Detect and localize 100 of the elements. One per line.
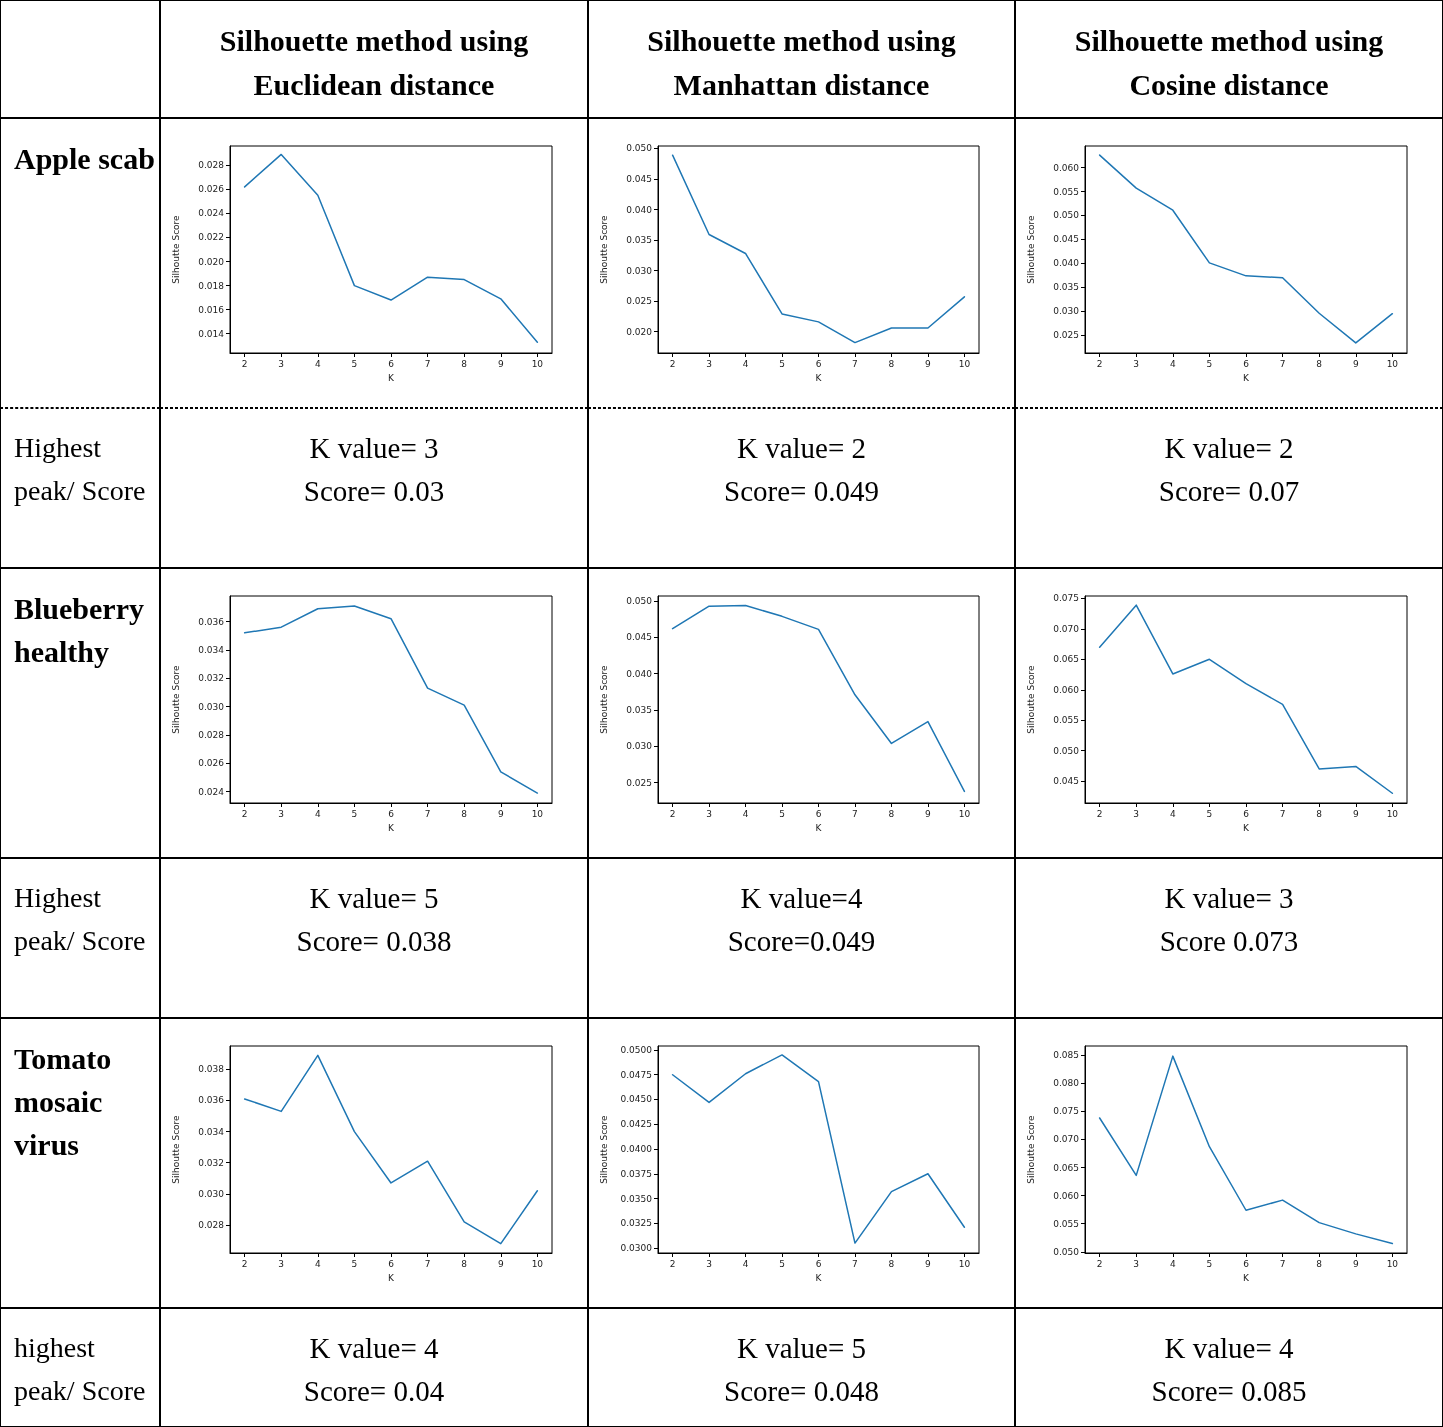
x-tick-label: 4 <box>1169 1258 1176 1269</box>
x-tick-label: 3 <box>278 358 285 369</box>
text: K value= 2 <box>735 431 868 466</box>
y-tick-label: 0.020 <box>626 326 653 337</box>
x-tick-label: 3 <box>1133 1258 1140 1269</box>
y-tick-label: 0.028 <box>198 729 225 740</box>
y-axis-title: Silhoutte Score <box>170 664 181 734</box>
x-tick-label: 8 <box>461 808 468 819</box>
text: K value= 3 <box>308 431 440 466</box>
y-tick-label: 0.045 <box>1053 776 1079 787</box>
x-tick-label: 6 <box>815 358 822 369</box>
y-tick-label: 0.034 <box>198 1126 225 1137</box>
y-tick-label: 0.034 <box>198 644 225 655</box>
x-axis-title: K <box>388 372 396 383</box>
x-tick-label: 8 <box>888 358 895 369</box>
text: K value= 5 <box>735 1331 868 1366</box>
x-tick-label: 3 <box>706 1258 712 1269</box>
text: Apple scab <box>0 118 160 408</box>
y-tick-label: 0.070 <box>1053 1134 1080 1145</box>
x-tick-label: 7 <box>852 1258 858 1269</box>
y-tick-label: 0.026 <box>198 184 225 195</box>
x-tick-label: 3 <box>706 358 712 369</box>
x-tick-label: 2 <box>669 808 676 819</box>
y-tick-label: 0.024 <box>198 208 225 219</box>
x-tick-label: 9 <box>497 1258 504 1269</box>
y-tick-label: 0.0400 <box>620 1144 653 1154</box>
text: Score 0.073 <box>1158 924 1300 959</box>
x-tick-label: 10 <box>1386 808 1399 819</box>
y-tick-label: 0.032 <box>198 673 224 684</box>
x-axis-title: K <box>388 822 396 833</box>
x-tick-label: 9 <box>497 808 504 819</box>
x-tick-label: 8 <box>888 808 895 819</box>
y-tick-label: 0.025 <box>626 777 652 788</box>
x-tick-label: 10 <box>531 808 544 819</box>
y-tick-label: 0.016 <box>198 304 225 315</box>
x-tick-label: 7 <box>1279 358 1286 369</box>
y-tick-label: 0.080 <box>1053 1078 1080 1089</box>
x-tick-label: 9 <box>1352 358 1359 369</box>
x-tick-label: 3 <box>278 808 285 819</box>
x-tick-label: 2 <box>241 358 248 369</box>
y-axis-title: Silhoutte Score <box>1025 1114 1036 1184</box>
x-tick-label: 8 <box>1316 358 1323 369</box>
x-tick-label: 7 <box>1279 1258 1286 1269</box>
x-tick-label: 10 <box>1386 1258 1399 1269</box>
y-axis-title: Silhoutte Score <box>598 664 609 734</box>
text: Silhouette method using Euclidean distance <box>218 23 530 103</box>
y-tick-label: 0.0325 <box>620 1218 652 1229</box>
x-tick-label: 7 <box>424 358 431 369</box>
y-tick-label: 0.025 <box>626 296 652 307</box>
x-tick-label: 2 <box>669 1258 676 1269</box>
text: Highest peak/ Score <box>0 408 160 568</box>
x-tick-label: 8 <box>461 358 468 369</box>
x-axis-title: K <box>1243 372 1251 383</box>
x-tick-label: 6 <box>1243 358 1250 369</box>
y-tick-label: 0.055 <box>1053 1218 1079 1229</box>
x-tick-label: 4 <box>742 358 749 369</box>
x-axis-title: K <box>1243 822 1251 833</box>
y-tick-label: 0.045 <box>626 173 652 184</box>
x-axis-title: K <box>815 822 823 833</box>
y-tick-label: 0.0475 <box>620 1069 652 1080</box>
x-tick-label: 3 <box>1133 808 1140 819</box>
x-tick-label: 7 <box>424 808 431 819</box>
y-tick-label: 0.030 <box>626 265 653 276</box>
y-tick-label: 0.0300 <box>620 1243 653 1254</box>
line-series <box>671 1054 966 1244</box>
y-tick-label: 0.030 <box>198 1188 225 1199</box>
x-tick-label: 6 <box>815 808 822 819</box>
line-series <box>671 604 966 793</box>
x-tick-label: 9 <box>1352 808 1359 819</box>
x-tick-label: 6 <box>1243 1258 1250 1269</box>
x-tick-label: 5 <box>351 358 358 369</box>
x-tick-label: 4 <box>1169 808 1176 819</box>
y-tick-label: 0.028 <box>198 1219 225 1230</box>
y-tick-label: 0.022 <box>198 232 224 243</box>
x-tick-label: 10 <box>1386 358 1399 369</box>
y-tick-label: 0.020 <box>198 256 225 267</box>
y-tick-label: 0.035 <box>1053 282 1079 293</box>
text: Score= 0.038 <box>295 924 453 959</box>
y-tick-label: 0.050 <box>626 143 653 154</box>
y-tick-label: 0.045 <box>1053 234 1079 245</box>
y-tick-label: 0.0500 <box>620 1044 653 1055</box>
y-tick-label: 0.050 <box>1053 745 1080 756</box>
y-tick-label: 0.014 <box>198 328 225 339</box>
y-tick-label: 0.055 <box>1053 186 1079 197</box>
x-tick-label: 4 <box>742 1258 749 1269</box>
text: Score= 0.04 <box>302 1374 446 1409</box>
y-axis-title: Silhoutte Score <box>598 214 609 284</box>
x-tick-label: 10 <box>958 358 971 369</box>
x-tick-label: 2 <box>1096 808 1103 819</box>
y-tick-label: 0.070 <box>1053 623 1080 634</box>
x-tick-label: 7 <box>852 808 858 819</box>
x-tick-label: 9 <box>925 358 932 369</box>
y-tick-label: 0.0425 <box>620 1119 652 1130</box>
y-tick-label: 0.075 <box>1053 1106 1079 1117</box>
y-axis-title: Silhoutte Score <box>170 1114 181 1184</box>
x-tick-label: 5 <box>1206 808 1213 819</box>
x-tick-label: 10 <box>531 1258 544 1269</box>
x-tick-label: 9 <box>925 1258 932 1269</box>
x-tick-label: 6 <box>388 358 395 369</box>
text: highest peak/ Score <box>0 1308 160 1427</box>
